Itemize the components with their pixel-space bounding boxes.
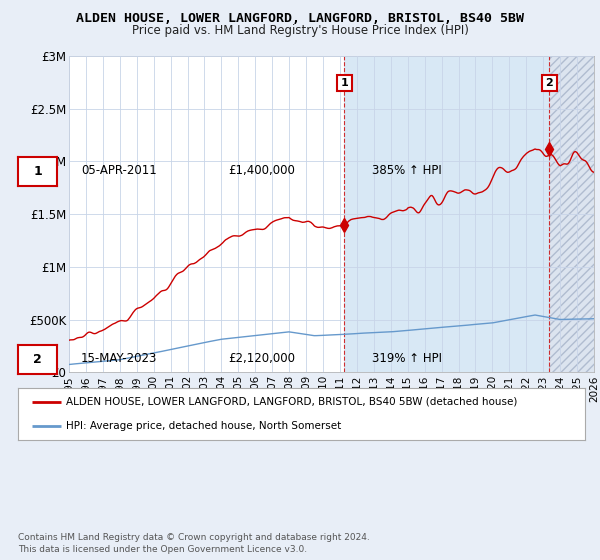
Text: 319% ↑ HPI: 319% ↑ HPI — [372, 352, 442, 365]
Text: 385% ↑ HPI: 385% ↑ HPI — [372, 164, 442, 178]
Text: 2: 2 — [33, 353, 42, 366]
Text: 2: 2 — [545, 78, 553, 88]
Text: 1: 1 — [33, 165, 42, 179]
Text: Contains HM Land Registry data © Crown copyright and database right 2024.
This d: Contains HM Land Registry data © Crown c… — [18, 533, 370, 554]
Text: 05-APR-2011: 05-APR-2011 — [81, 164, 157, 178]
Text: £2,120,000: £2,120,000 — [228, 352, 295, 365]
Text: 1: 1 — [340, 78, 348, 88]
Bar — [344, 56, 550, 372]
Text: ALDEN HOUSE, LOWER LANGFORD, LANGFORD, BRISTOL, BS40 5BW: ALDEN HOUSE, LOWER LANGFORD, LANGFORD, B… — [76, 12, 524, 25]
Text: 15-MAY-2023: 15-MAY-2023 — [81, 352, 157, 365]
Bar — [550, 56, 594, 372]
Text: HPI: Average price, detached house, North Somerset: HPI: Average price, detached house, Nort… — [66, 421, 341, 431]
Text: Price paid vs. HM Land Registry's House Price Index (HPI): Price paid vs. HM Land Registry's House … — [131, 24, 469, 36]
Text: ALDEN HOUSE, LOWER LANGFORD, LANGFORD, BRISTOL, BS40 5BW (detached house): ALDEN HOUSE, LOWER LANGFORD, LANGFORD, B… — [66, 397, 518, 407]
Text: £1,400,000: £1,400,000 — [228, 164, 295, 178]
